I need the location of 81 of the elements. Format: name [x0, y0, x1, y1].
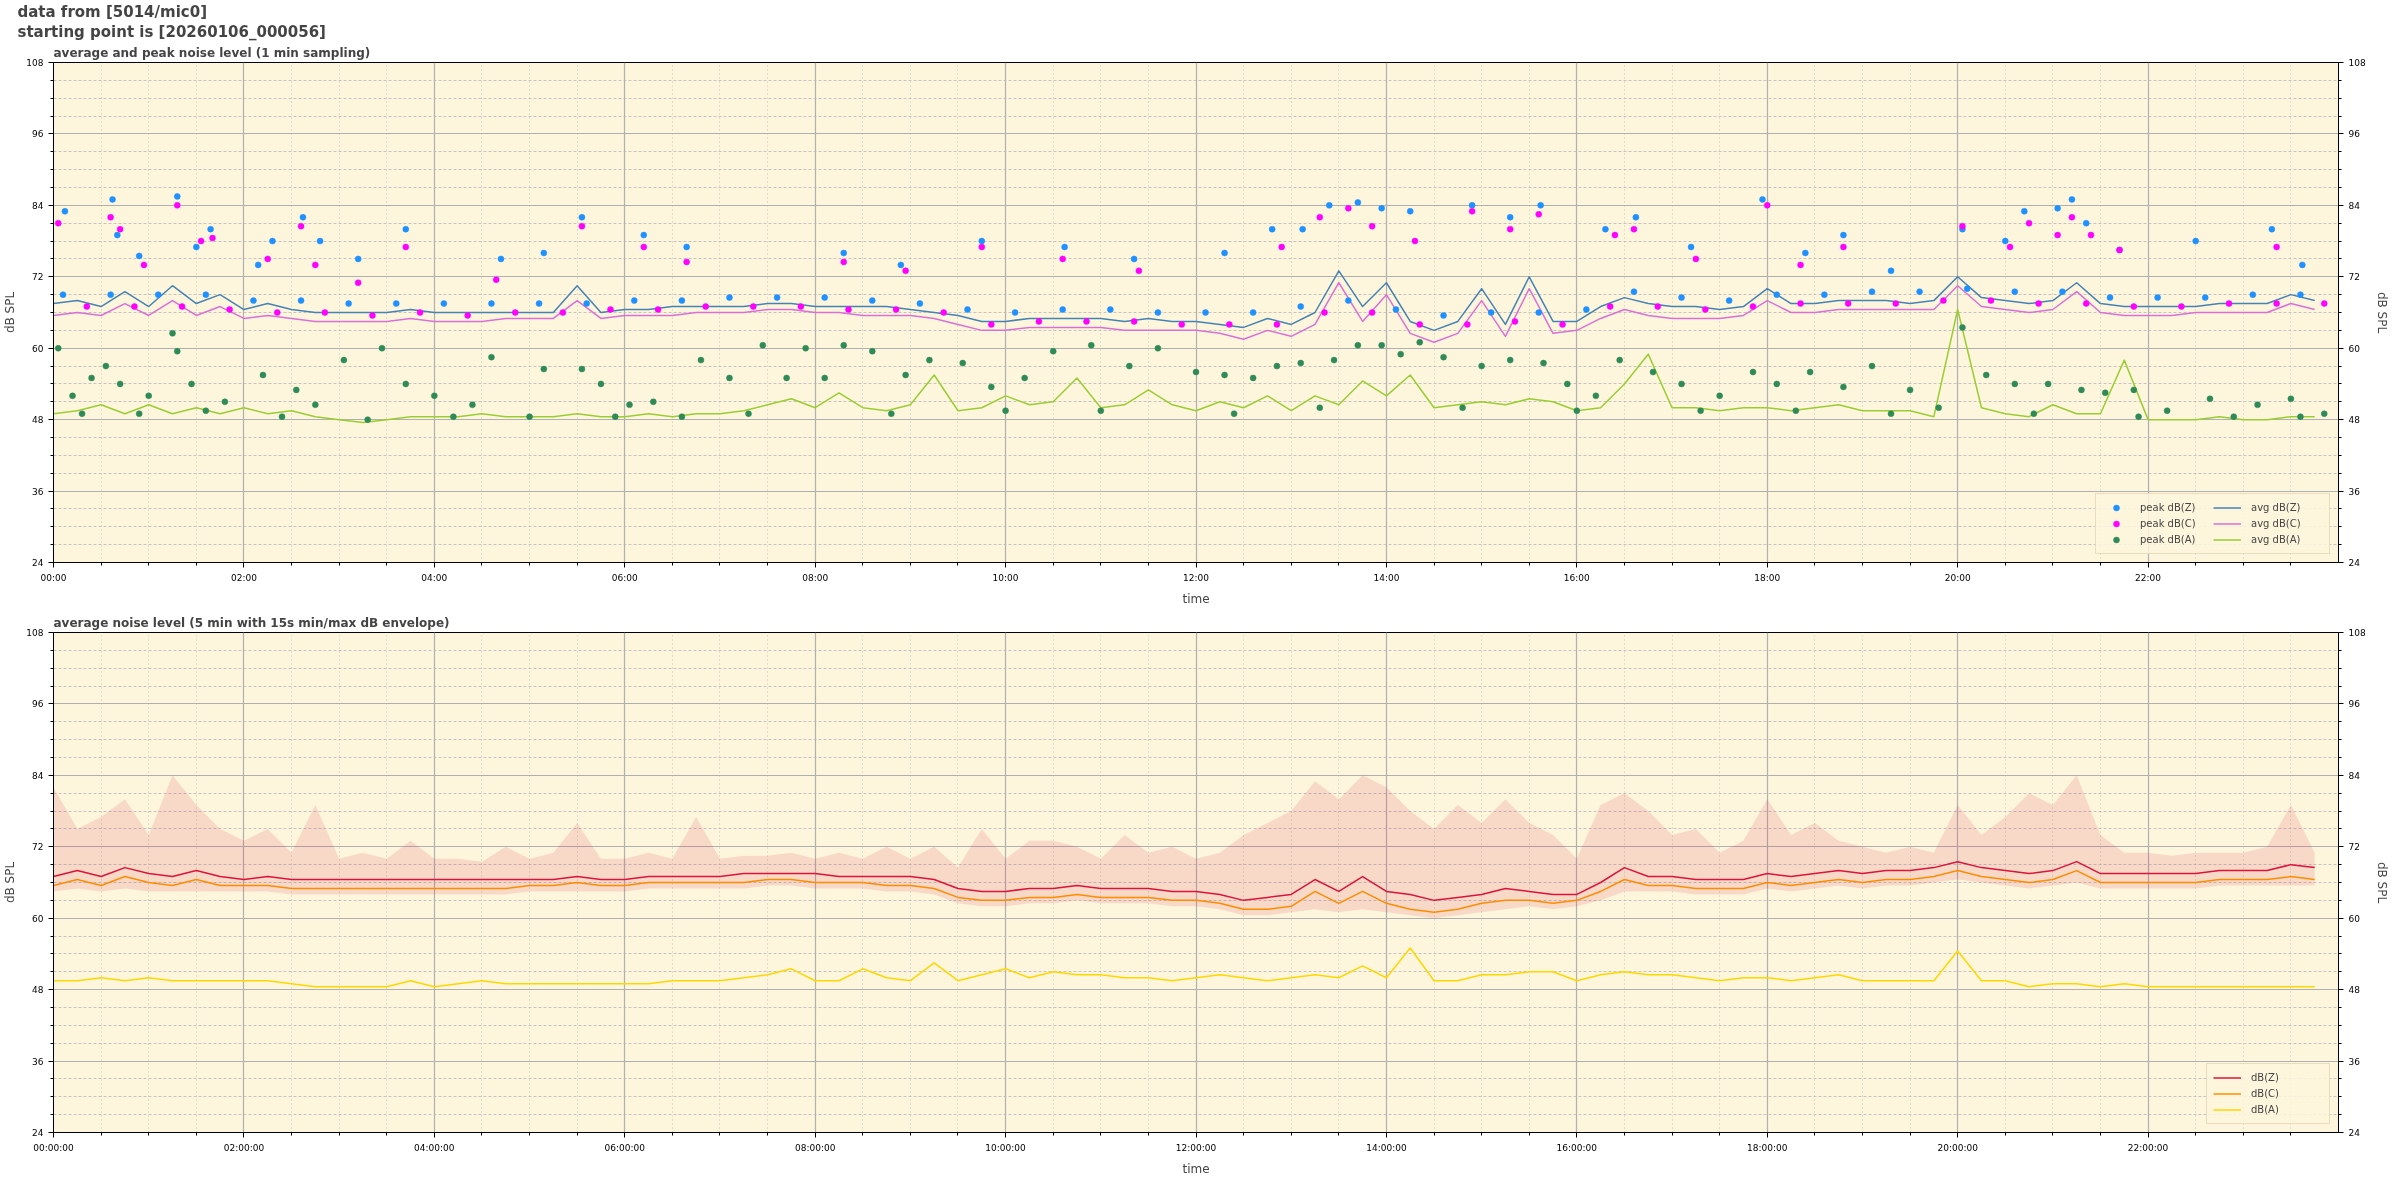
y2-tick-label: 48 — [2348, 985, 2361, 996]
y-tick-label: 84 — [32, 770, 44, 781]
legend-label: avg dB(A) — [2251, 533, 2302, 546]
legend-label: avg dB(C) — [2251, 517, 2302, 530]
y-tick-label: 108 — [26, 628, 44, 638]
y-tick-label: 72 — [32, 272, 44, 283]
text: data from [5014/mic0] — [17, 2, 207, 21]
x-tick-label: 04:00:00 — [414, 1142, 455, 1153]
y2-tick-label: 96 — [2348, 699, 2361, 710]
x-tick-label: 08:00 — [802, 572, 829, 583]
x-tick-label: 16:00 — [1563, 572, 1591, 583]
y2-tick-label: 108 — [2348, 628, 2366, 638]
y-tick-label: 60 — [32, 343, 44, 354]
y2-tick-label: 60 — [2348, 343, 2361, 354]
y-tick-label: 60 — [32, 913, 44, 924]
y2-tick-label: 84 — [2348, 200, 2361, 211]
x-tick-label: 00:00:00 — [33, 1142, 74, 1153]
y-tick-label: 108 — [26, 58, 44, 68]
x-tick-label: 18:00 — [1754, 572, 1781, 583]
x-tick-label: 20:00:00 — [1937, 1142, 1979, 1153]
y2-tick-label: 108 — [2348, 58, 2366, 68]
x-tick-label: 18:00:00 — [1747, 1142, 1788, 1153]
y-axis-title: dB SPL — [3, 291, 18, 334]
y-tick-label: 24 — [32, 1128, 44, 1138]
y-tick-label: 96 — [32, 129, 44, 140]
x-tick-label: 14:00 — [1373, 572, 1400, 583]
line-series — [53, 947, 2316, 988]
x-tick-label: 12:00:00 — [1175, 1142, 1217, 1153]
legend-label: peak dB(Z) — [2140, 501, 2197, 514]
x-tick-label: 20:00 — [1944, 572, 1971, 583]
x-tick-label: 02:00:00 — [223, 1142, 265, 1153]
x-tick-label: 10:00 — [992, 572, 1019, 583]
legend-label: dB(C) — [2251, 1087, 2280, 1100]
legend-label: dB(Z) — [2251, 1071, 2280, 1084]
x-tick-label: 02:00 — [230, 572, 258, 583]
y-tick-label: 24 — [32, 558, 44, 568]
y-tick-label: 48 — [32, 415, 44, 426]
y2-tick-label: 24 — [2348, 1128, 2361, 1138]
x-axis-title: time — [1182, 1161, 1210, 1176]
text: starting point is [20260106_000056] — [17, 22, 326, 41]
line-series — [53, 270, 2316, 332]
x-tick-label: 00:00 — [40, 572, 67, 583]
line-series — [53, 308, 2316, 424]
x-tick-label: 22:00 — [2135, 572, 2162, 583]
y-axis-title: dB SPL — [3, 861, 18, 904]
y2-tick-label: 72 — [2348, 272, 2360, 283]
x-tick-label: 22:00:00 — [2127, 1142, 2169, 1153]
line-series — [53, 869, 2316, 914]
x-tick-label: 06:00 — [611, 572, 638, 583]
y2-tick-label: 96 — [2348, 129, 2361, 140]
x-tick-label: 14:00:00 — [1366, 1142, 1407, 1153]
y-tick-label: 96 — [32, 699, 44, 710]
y2-tick-label: 36 — [2348, 1056, 2361, 1067]
line-series — [53, 281, 2316, 344]
y-tick-label: 48 — [32, 985, 44, 996]
y2-tick-label: 60 — [2348, 913, 2361, 924]
legend-label: peak dB(C) — [2140, 517, 2197, 530]
x-tick-label: 10:00:00 — [985, 1142, 1027, 1153]
x-axis-title: time — [1182, 591, 1210, 606]
legend-label: peak dB(A) — [2140, 533, 2197, 546]
y2-tick-label: 48 — [2348, 415, 2361, 426]
y2-axis-title: dB SPL — [2374, 291, 2389, 334]
y2-axis-title: dB SPL — [2374, 861, 2389, 904]
y-tick-label: 72 — [32, 842, 44, 853]
y2-tick-label: 24 — [2348, 558, 2361, 568]
y2-tick-label: 72 — [2348, 842, 2360, 853]
chart-title: average and peak noise level (1 min sampling) — [53, 45, 371, 60]
y-tick-label: 36 — [32, 1056, 44, 1067]
legend-label: avg dB(Z) — [2251, 501, 2302, 514]
chart-title: average noise level (5 min with 15s min/max dB envelope) — [53, 615, 450, 630]
line-series — [53, 860, 2316, 902]
x-tick-label: 12:00 — [1183, 572, 1210, 583]
y-tick-label: 84 — [32, 200, 44, 211]
x-tick-label: 16:00:00 — [1556, 1142, 1598, 1153]
y-tick-label: 36 — [32, 486, 44, 497]
x-tick-label: 06:00:00 — [604, 1142, 646, 1153]
y2-tick-label: 36 — [2348, 486, 2361, 497]
y2-tick-label: 84 — [2348, 770, 2361, 781]
legend-label: dB(A) — [2251, 1103, 2280, 1116]
x-tick-label: 04:00 — [421, 572, 448, 583]
x-tick-label: 08:00:00 — [794, 1142, 836, 1153]
